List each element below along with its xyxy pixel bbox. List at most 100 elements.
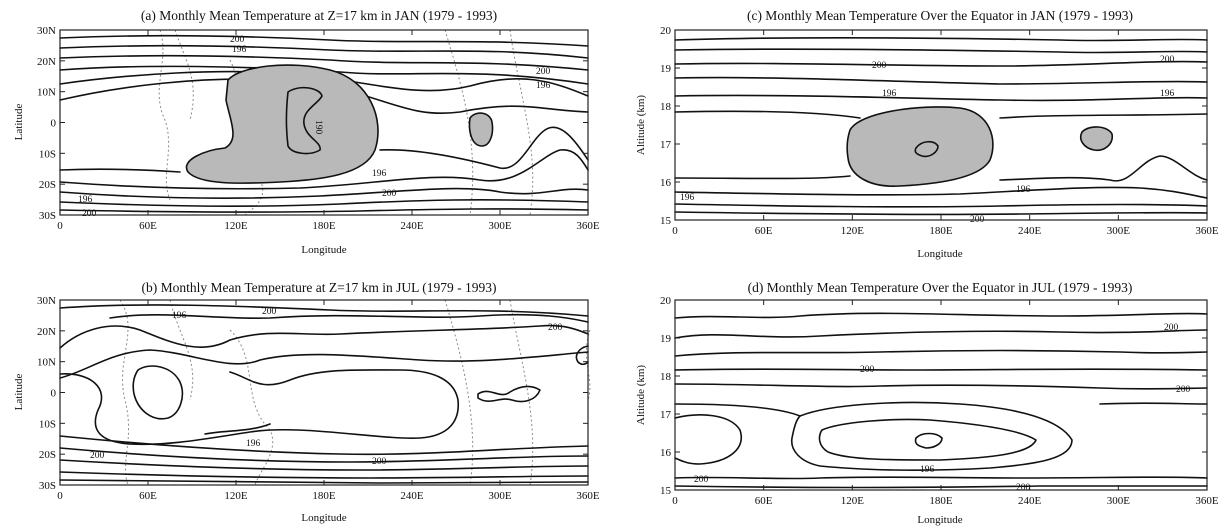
panel-b-xtick-label: 360E	[576, 490, 600, 502]
panel-b-side-contour	[575, 345, 589, 366]
panel-a-cold-region	[185, 64, 379, 184]
panel-c-isotherm-8	[674, 186, 1208, 199]
panel-a-xtick-label: 300E	[488, 220, 512, 232]
panel-a-xtick-label: 360E	[576, 220, 600, 232]
panel-d-isotherm-2	[674, 329, 1208, 339]
panel-c-isotherm-4	[674, 76, 1208, 85]
panel-d-contour-label: 200	[1016, 483, 1031, 493]
panel-a-title: (a) Monthly Mean Temperature at Z=17 km …	[141, 8, 497, 23]
panel-a-isotherm-6	[59, 78, 589, 115]
panel-a-contour-label: 200	[382, 189, 397, 199]
panel-d-isotherm-8	[674, 485, 1208, 489]
panel-a-ytick-label: 10S	[39, 148, 56, 160]
panel-a-isotherm-2	[59, 45, 589, 59]
panel-c-isotherm-9	[674, 203, 1208, 208]
panel-b-coastline	[119, 299, 591, 486]
panel-d-contour-label: 196	[920, 465, 935, 475]
panel-a-isotherm-8	[59, 149, 589, 190]
panel-b-xtick-label: 120E	[224, 490, 248, 502]
panel-a-ytick-label: 20S	[39, 179, 56, 191]
panel-a-ytick-label: 30N	[37, 25, 56, 37]
panel-c-ytick-label: 15	[660, 215, 672, 227]
panel-a-isotherm-9	[59, 187, 589, 199]
panel-b-isotherm-3	[59, 324, 589, 349]
panel-c-contour-label: 200	[872, 61, 887, 71]
panel-b-contour-label: 200	[90, 451, 105, 461]
panel-d-xtick-label: 360E	[1195, 495, 1219, 507]
panel-b-small-contour	[477, 385, 541, 403]
panel-a-xtick-label: 0	[57, 220, 63, 232]
panel-c-ylabel: Altitude (km)	[635, 95, 647, 156]
panel-c-cold-region	[846, 106, 994, 187]
panel-c-contour-label: 196	[1160, 89, 1175, 99]
panel-a-core-contour	[285, 86, 323, 155]
panel-a-isotherm-11	[59, 208, 589, 213]
panel-b-title: (b) Monthly Mean Temperature at Z=17 km …	[142, 280, 497, 295]
panel-a-contour-label: 190	[313, 120, 323, 135]
panel-c-isotherm-1	[674, 36, 1208, 42]
panel-d-core-contour	[914, 432, 943, 449]
panel-a-ylabel: Latitude	[13, 104, 25, 141]
panel-a-isotherm-3	[59, 55, 589, 71]
panel-b-xtick-label: 240E	[400, 490, 424, 502]
panel-d-ylabel: Altitude (km)	[635, 365, 647, 426]
panel-c-xtick-label: 240E	[1018, 225, 1042, 237]
panel-a-contour-label: 200	[536, 67, 551, 77]
panel-c-isotherm-3	[674, 60, 1208, 67]
panel-c-xtick-label: 120E	[841, 225, 865, 237]
panel-b-xtick-label: 60E	[139, 490, 157, 502]
panel-b-warm-spot	[132, 365, 184, 420]
panel-a-isotherm-4	[59, 65, 589, 85]
panel-d-warm-left	[674, 414, 742, 465]
panel-a-xtick-label: 60E	[139, 220, 157, 232]
panel-d-xtick-label: 300E	[1107, 495, 1131, 507]
panel-c-cold-spot	[1079, 126, 1114, 152]
panel-c-xtick-label: 360E	[1195, 225, 1219, 237]
panel-d-warm-region	[791, 401, 1073, 471]
panel-b-isotherm-4	[59, 349, 589, 379]
panel-b-xtick-label: 0	[57, 490, 63, 502]
panel-c-ytick-label: 20	[660, 25, 672, 37]
panel-b-warm-region	[59, 369, 460, 446]
panel-b-isotherm-2	[109, 313, 589, 323]
panel-d-contour-label: 200	[1176, 385, 1191, 395]
panel-a-xtick-label: 180E	[312, 220, 336, 232]
panel-d: (d) Monthly Mean Temperature Over the Eq…	[635, 280, 1208, 526]
panel-c-xtick-label: 180E	[929, 225, 953, 237]
panel-b-ytick-label: 10N	[37, 357, 56, 369]
panel-c-title: (c) Monthly Mean Temperature Over the Eq…	[747, 8, 1133, 23]
panel-b-ytick-label: 0	[51, 388, 57, 400]
panel-d-contour-label: 200	[1164, 323, 1179, 333]
panel-b-isotherm-1	[59, 304, 589, 317]
panel-a-contour-label: 196	[78, 195, 93, 205]
panel-d-isotherm-5	[674, 383, 1208, 390]
panel-c-ytick-label: 17	[660, 139, 672, 151]
panel-a-xtick-label: 240E	[400, 220, 424, 232]
panel-c-contour-label: 196	[882, 89, 897, 99]
panel-a-contour-label: 196	[372, 169, 387, 179]
panel-b-isotherm-9	[59, 471, 589, 479]
panel-d-xtick-label: 240E	[1018, 495, 1042, 507]
panel-b-contour-label: 200	[262, 307, 277, 317]
panel-b-isotherm-8	[59, 459, 589, 471]
panel-c-contour-label: 200	[1160, 55, 1175, 65]
panel-d-isotherm-6	[674, 402, 1208, 417]
panel-b-ytick-label: 10S	[39, 418, 56, 430]
panel-b-xtick-label: 300E	[488, 490, 512, 502]
panel-d-inner-contour	[818, 418, 1037, 461]
panel-c-core-contour	[914, 140, 939, 158]
panel-c-xtick-label: 60E	[755, 225, 773, 237]
panel-b-contour-label: 196	[246, 439, 261, 449]
panel-d-xtick-label: 120E	[841, 495, 865, 507]
panel-b-isotherm-10	[59, 479, 589, 484]
panel-b-contour-label: 200	[372, 457, 387, 467]
panel-c-ytick-label: 16	[660, 177, 672, 189]
panel-a-ytick-label: 10N	[37, 87, 56, 99]
panel-d-ytick-label: 15	[660, 485, 672, 497]
panel-b-isotherm-7	[59, 447, 589, 463]
panel-c: (c) Monthly Mean Temperature Over the Eq…	[635, 8, 1208, 260]
panel-c-isotherm-7	[674, 155, 1208, 182]
panel-a-isotherm-1	[59, 35, 589, 47]
